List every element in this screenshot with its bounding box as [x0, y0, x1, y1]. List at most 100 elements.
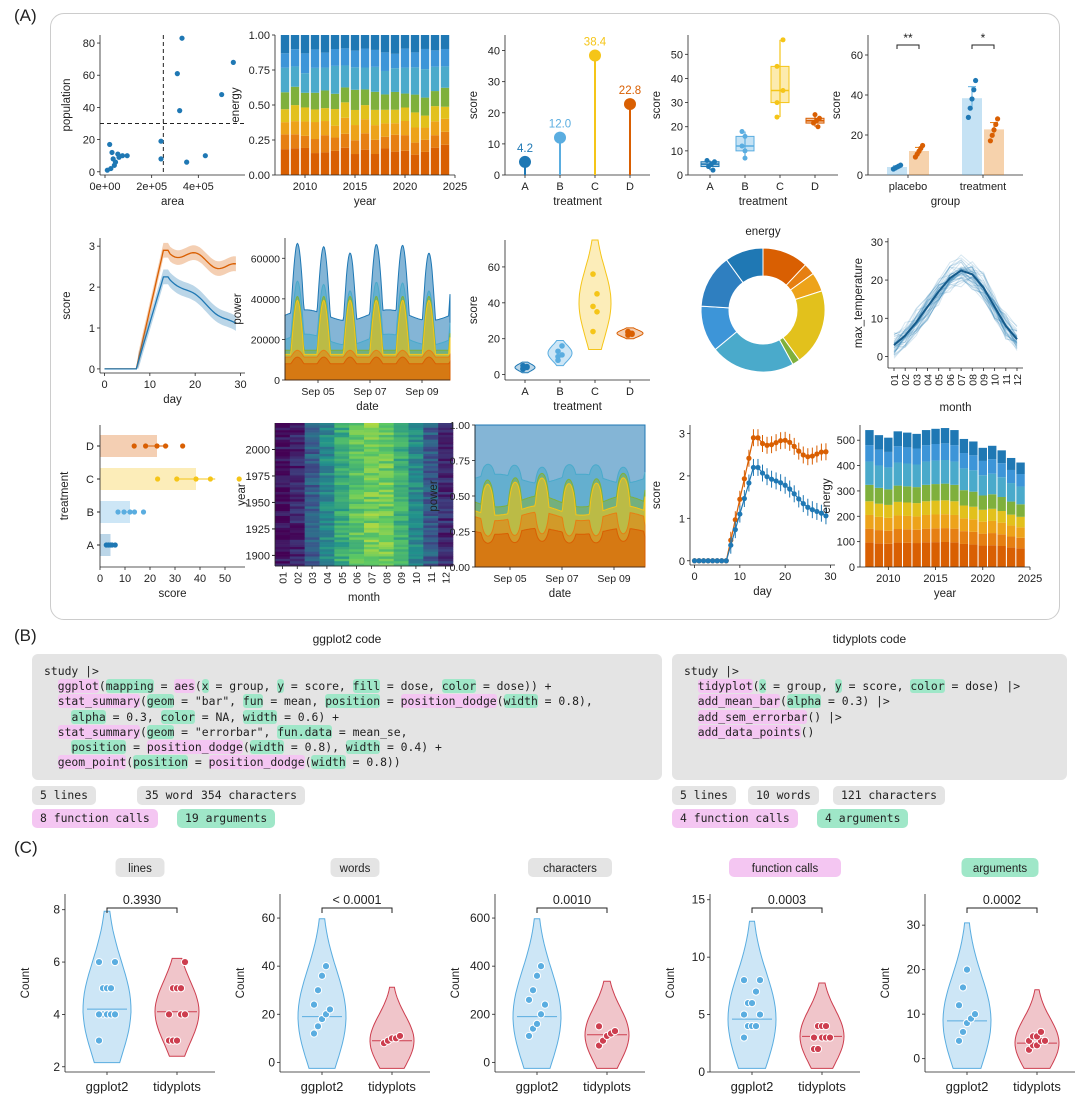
heat-cell	[334, 563, 350, 567]
heat-cell	[304, 551, 320, 555]
count-violin	[584, 980, 630, 1069]
heat-cell	[364, 558, 380, 562]
heat-cell	[423, 539, 439, 543]
x-tick-label: 02	[900, 374, 912, 386]
heat-cell	[334, 456, 350, 460]
count-point	[172, 1036, 182, 1045]
heat-cell	[438, 501, 454, 505]
stack-segment	[997, 450, 1006, 464]
heat-cell	[393, 480, 409, 483]
heat-cell	[304, 446, 320, 450]
data-point	[796, 496, 802, 502]
heat-cell	[378, 532, 394, 536]
data-point	[741, 476, 747, 482]
violin-point	[590, 303, 596, 310]
heat-cell	[334, 506, 350, 510]
code-text	[44, 710, 71, 724]
y-tick-label: 40	[851, 90, 863, 102]
heat-cell	[408, 537, 424, 541]
stack-segment	[988, 473, 997, 495]
heat-cell	[349, 527, 365, 531]
y-axis-label: score	[468, 296, 480, 324]
heat-cell	[408, 489, 424, 493]
box-point	[812, 112, 818, 118]
heat-cell	[423, 556, 439, 560]
y-axis-label: energy	[821, 478, 833, 513]
scatter-point	[109, 149, 115, 156]
stack-segment	[340, 65, 350, 88]
code-function: tidyplot	[697, 679, 753, 694]
ggplot-chars-stat: 354 characters	[193, 786, 306, 805]
heat-cell	[304, 423, 320, 426]
heat-cell	[364, 494, 380, 498]
y-tick-label: D	[86, 441, 94, 453]
heat-cell	[438, 542, 454, 545]
heat-cell	[319, 458, 335, 462]
stack-segment	[350, 67, 360, 90]
stack-segment	[912, 543, 921, 567]
heat-cell	[289, 523, 305, 526]
stack-segment	[280, 53, 290, 68]
heat-cell	[423, 449, 439, 452]
heat-cell	[289, 506, 305, 510]
x-tick-label: 0	[691, 571, 697, 583]
code-text: =	[188, 755, 209, 770]
heat-cell	[319, 468, 335, 471]
heat-cell	[289, 451, 305, 455]
y-tick-label: 60	[851, 50, 863, 62]
heat-cell	[393, 537, 409, 541]
y-tick-label: 40	[488, 46, 500, 58]
heat-cell	[304, 508, 320, 512]
heat-cell	[275, 508, 291, 512]
code-function: add_mean_bar	[697, 694, 781, 709]
heat-cell	[393, 496, 409, 500]
y-tick-label: A	[87, 540, 95, 552]
y-tick-label: 300	[837, 486, 855, 498]
scatter-point	[174, 71, 180, 77]
heat-cell	[378, 444, 394, 448]
heat-cell	[334, 444, 350, 448]
heat-cell	[378, 458, 394, 462]
donut-slice	[725, 247, 764, 284]
heat-cell	[275, 515, 291, 519]
heat-cell	[349, 542, 365, 545]
box-point	[742, 133, 748, 139]
heat-cell	[289, 554, 305, 557]
heat-cell	[334, 542, 350, 545]
code-text: ()	[800, 724, 815, 739]
stack-segment	[931, 514, 940, 529]
heat-cell	[408, 453, 424, 457]
heat-cell	[304, 477, 320, 481]
heat-cell	[408, 470, 424, 474]
tidy-args-stat: 4 arguments	[817, 809, 909, 828]
heat-cell	[408, 434, 424, 438]
heat-cell	[393, 442, 409, 445]
stack-segment	[290, 35, 300, 50]
stack-segment	[390, 68, 400, 92]
heat-cell	[349, 513, 365, 517]
heat-cell	[275, 442, 291, 445]
stack-segment	[360, 67, 370, 90]
stack-segment	[950, 501, 959, 515]
heat-cell	[349, 506, 365, 510]
heat-cell	[275, 513, 291, 517]
y-tick-label: B	[87, 507, 94, 519]
heat-cell	[304, 482, 320, 486]
heat-cell	[304, 468, 320, 471]
count-point	[94, 1036, 104, 1045]
y-tick-label: 100	[837, 537, 855, 549]
heat-cell	[275, 439, 291, 443]
heat-cell	[289, 544, 305, 548]
heat-cell	[438, 527, 454, 531]
heat-cell	[275, 451, 291, 455]
x-tick-label: tidyplots	[153, 1079, 201, 1094]
code-text: = 0.8),	[284, 740, 346, 755]
y-tick-label: 3	[679, 428, 685, 440]
count-point	[94, 957, 104, 967]
violin-point	[625, 329, 631, 336]
heat-cell	[319, 532, 335, 536]
x-tick-label: ggplot2	[731, 1079, 774, 1094]
box-point	[739, 129, 745, 135]
heat-cell	[438, 477, 454, 481]
heat-cell	[438, 425, 454, 429]
